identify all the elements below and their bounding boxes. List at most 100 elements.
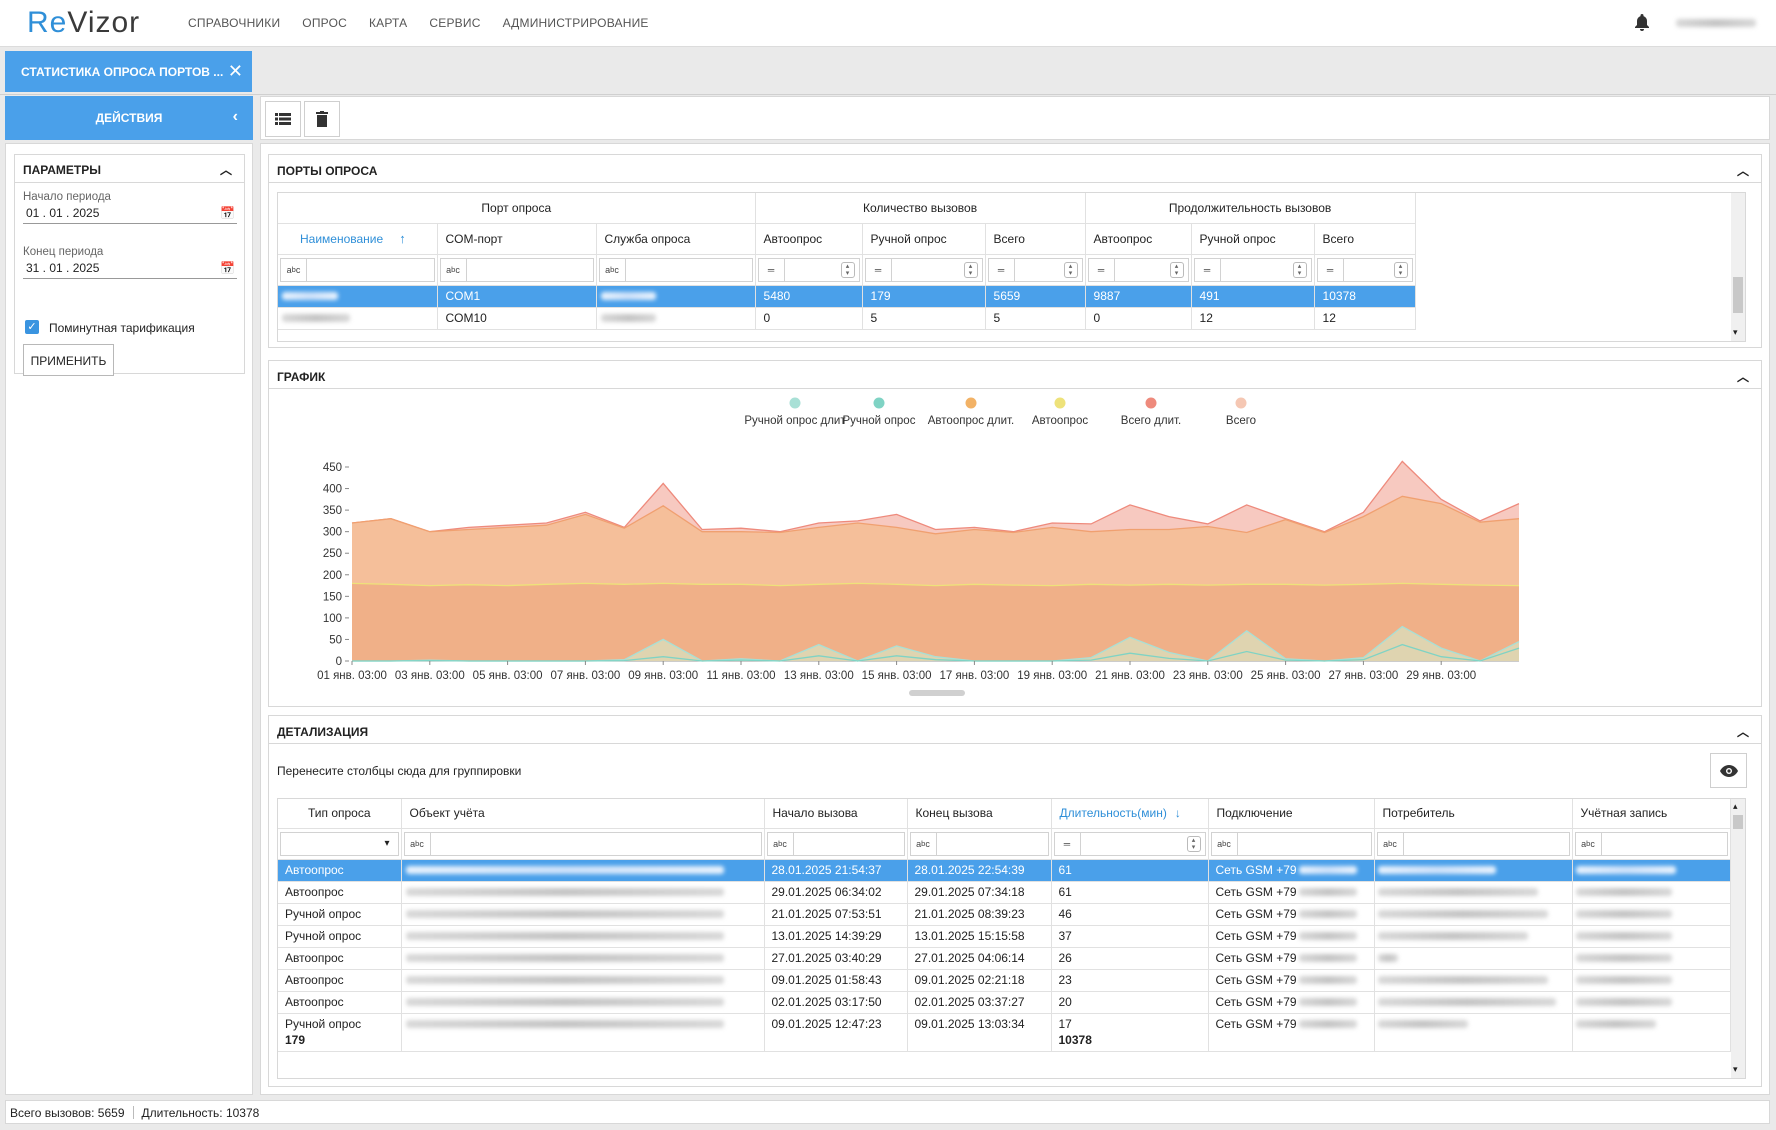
- chevron-up-icon[interactable]: ︿: [1736, 370, 1749, 384]
- col-header-duration[interactable]: Длительность(мин) ↓: [1051, 799, 1209, 829]
- column-visibility-button[interactable]: [1710, 753, 1747, 788]
- ports-row[interactable]: COM10 0 5 5 0 12 12: [278, 307, 1416, 330]
- tab-port-stats[interactable]: СТАТИСТИКА ОПРОСА ПОРТОВ ... ✕: [5, 51, 252, 92]
- legend-marker[interactable]: [965, 397, 977, 409]
- ports-header[interactable]: ПОРТЫ ОПРОСА ︿: [269, 155, 1761, 183]
- legend-marker[interactable]: [1145, 397, 1157, 409]
- col-header-total-count[interactable]: Всего: [985, 223, 1086, 255]
- detail-row[interactable]: Ручной опрос 13.01.2025 14:39:29 13.01.202…: [278, 925, 1731, 948]
- legend-label[interactable]: Всего: [1226, 415, 1256, 427]
- col-header-name[interactable]: Наименование ↑: [278, 223, 438, 255]
- scroll-down-icon[interactable]: ▾: [1733, 1064, 1738, 1074]
- col-header-total-dur[interactable]: Всего: [1314, 223, 1416, 255]
- detail-row[interactable]: Автоопрос 29.01.2025 06:34:02 29.01.2025 0…: [278, 881, 1731, 904]
- legend-label[interactable]: Автоопрос: [1032, 415, 1088, 427]
- spinner-icon[interactable]: ▴ ▾: [1169, 261, 1184, 278]
- equals-filter-icon[interactable]: ═: [1055, 832, 1081, 855]
- end-period-input[interactable]: 31 . 01 . 2025 📅: [23, 261, 237, 279]
- spinner-icon[interactable]: ▴ ▾: [840, 261, 855, 278]
- chevron-up-icon[interactable]: ︿: [1736, 164, 1749, 178]
- filter-total-dur[interactable]: ═ ▴ ▾: [1316, 257, 1413, 282]
- equals-filter-icon[interactable]: ═: [1089, 258, 1115, 281]
- spinner-icon[interactable]: ▴ ▾: [963, 261, 978, 278]
- chevron-up-icon[interactable]: ︿: [219, 163, 232, 177]
- detail-row[interactable]: Автоопрос 27.01.2025 03:40:29 27.01.2025 0…: [278, 947, 1731, 970]
- start-period-input[interactable]: 01 . 01 . 2025 📅: [23, 206, 237, 224]
- col-header-end[interactable]: Конец вызова: [907, 799, 1052, 829]
- legend-label[interactable]: Всего длит.: [1121, 415, 1181, 427]
- col-header-auto-count[interactable]: Автоопрос: [755, 223, 863, 255]
- per-minute-checkbox[interactable]: ✓: [25, 320, 39, 334]
- legend-label[interactable]: Ручной опрос: [843, 415, 916, 427]
- spinner-icon[interactable]: ▴ ▾: [1063, 261, 1078, 278]
- group-drop-area[interactable]: Перенесите столбцы сюда для группировки: [277, 764, 522, 778]
- actions-button[interactable]: ДЕЙСТВИЯ ‹: [5, 96, 253, 140]
- filter-type-select[interactable]: ▾: [280, 831, 399, 856]
- filter-auto-count[interactable]: ═ ▴ ▾: [757, 257, 860, 282]
- detail-scrollbar[interactable]: ▴ ▾: [1731, 799, 1745, 1078]
- spinner-icon[interactable]: ▴ ▾: [1393, 261, 1408, 278]
- legend-marker[interactable]: [1054, 397, 1066, 409]
- col-header-auto-dur[interactable]: Автоопрос: [1085, 223, 1192, 255]
- legend-marker[interactable]: [789, 397, 801, 409]
- menu-item-service[interactable]: Сервис: [429, 16, 481, 30]
- chart-range-handle[interactable]: [909, 690, 965, 696]
- detail-row[interactable]: Ручной опрос 179 09.01.2025 12:47:23 09.01.…: [278, 1013, 1731, 1052]
- col-header-start[interactable]: Начало вызова: [764, 799, 908, 829]
- col-header-com[interactable]: COM-порт: [437, 223, 597, 255]
- delete-button[interactable]: [304, 101, 340, 137]
- detail-scroll-thumb[interactable]: [1733, 815, 1743, 829]
- detail-row[interactable]: Автоопрос 09.01.2025 01:58:43 09.01.2025 0…: [278, 969, 1731, 992]
- app-logo[interactable]: ReVizor: [27, 6, 140, 40]
- filter-total-count[interactable]: ═ ▴ ▾: [987, 257, 1083, 282]
- col-header-manual-count[interactable]: Ручной опрос: [862, 223, 986, 255]
- graph-header[interactable]: ГРАФИК ︿: [269, 361, 1761, 389]
- apply-button[interactable]: ПРИМЕНИТЬ: [23, 344, 114, 376]
- spinner-icon[interactable]: ▴ ▾: [1186, 835, 1201, 852]
- scroll-up-icon[interactable]: ▴: [1733, 801, 1738, 811]
- legend-label[interactable]: Ручной опрос длит: [744, 415, 846, 427]
- close-icon[interactable]: ✕: [227, 61, 243, 81]
- equals-filter-icon[interactable]: ═: [1195, 258, 1221, 281]
- spinner-icon[interactable]: ▴ ▾: [1292, 261, 1307, 278]
- ports-scroll-thumb[interactable]: [1733, 277, 1743, 313]
- parameters-header[interactable]: ПАРАМЕТРЫ ︿: [15, 155, 244, 183]
- menu-item-polling[interactable]: Опрос: [302, 16, 347, 30]
- col-header-connection[interactable]: Подключение: [1208, 799, 1375, 829]
- filter-duration[interactable]: ═ ▴ ▾: [1053, 831, 1206, 856]
- col-header-manual-dur[interactable]: Ручной опрос: [1191, 223, 1315, 255]
- legend-marker[interactable]: [1235, 397, 1247, 409]
- bell-icon[interactable]: [1634, 13, 1650, 31]
- equals-filter-icon[interactable]: ═: [759, 258, 785, 281]
- menu-item-directories[interactable]: Справочники: [188, 16, 281, 30]
- equals-filter-icon[interactable]: ═: [1318, 258, 1344, 281]
- filter-manual-count[interactable]: ═ ▴ ▾: [864, 257, 983, 282]
- col-header-account[interactable]: Учётная запись: [1572, 799, 1731, 829]
- user-name-redacted[interactable]: [1676, 19, 1756, 27]
- filter-manual-dur[interactable]: ═ ▴ ▾: [1193, 257, 1312, 282]
- ports-scrollbar[interactable]: ▾: [1731, 193, 1745, 341]
- equals-filter-icon[interactable]: ═: [866, 258, 892, 281]
- filter-auto-dur[interactable]: ═ ▴ ▾: [1087, 257, 1189, 282]
- col-header-consumer[interactable]: Потребитель: [1374, 799, 1573, 829]
- equals-filter-icon[interactable]: ═: [989, 258, 1015, 281]
- ports-row[interactable]: COM1 5480 179 5659 9887 491 10378: [278, 285, 1416, 308]
- col-header-object[interactable]: Объект учёта: [401, 799, 765, 829]
- list-view-button[interactable]: [265, 101, 301, 137]
- scroll-down-icon[interactable]: ▾: [1733, 327, 1738, 337]
- detail-row[interactable]: Автоопрос 28.01.2025 21:54:37 28.01.2025 2…: [278, 859, 1731, 882]
- detail-header[interactable]: ДЕТАЛИЗАЦИЯ ︿: [269, 716, 1761, 744]
